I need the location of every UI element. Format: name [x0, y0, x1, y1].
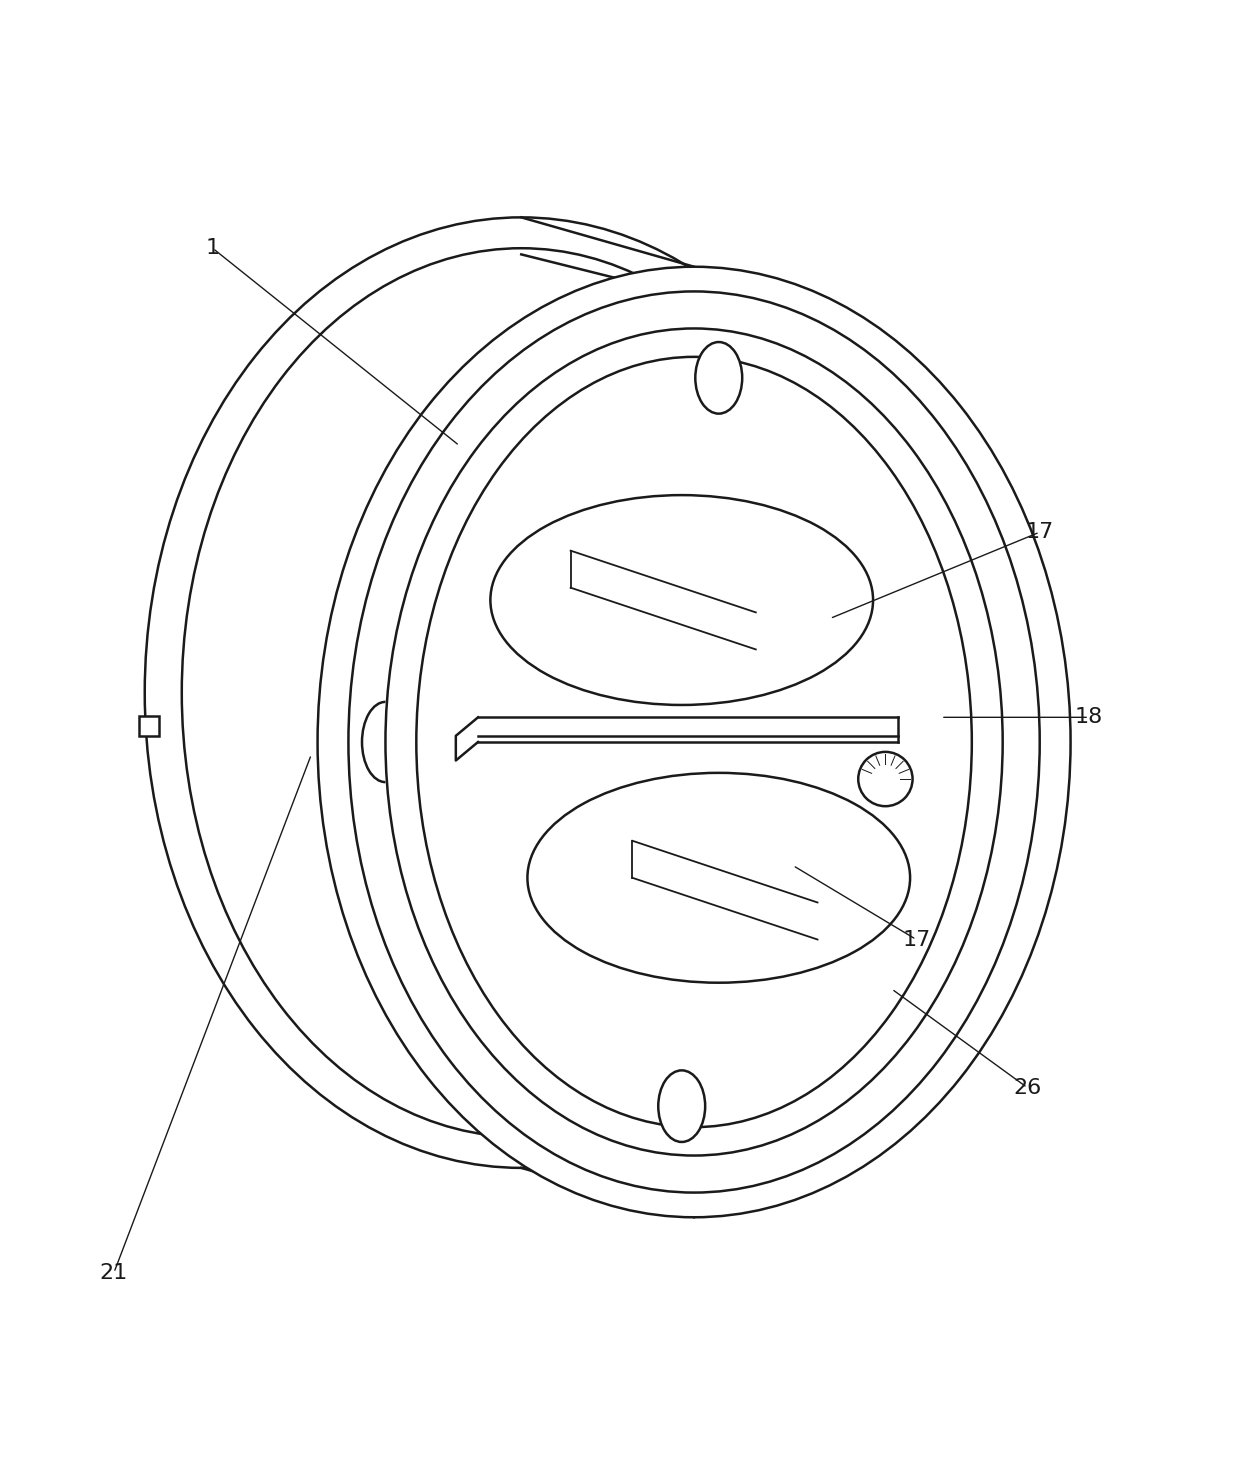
- Ellipse shape: [348, 291, 1039, 1193]
- Ellipse shape: [658, 1070, 706, 1143]
- Text: 21: 21: [99, 1263, 128, 1282]
- Text: 1: 1: [206, 239, 219, 258]
- Text: 26: 26: [1013, 1077, 1042, 1098]
- Ellipse shape: [858, 752, 913, 806]
- Ellipse shape: [386, 328, 1003, 1156]
- Ellipse shape: [490, 496, 873, 705]
- Ellipse shape: [145, 217, 898, 1168]
- Ellipse shape: [696, 341, 743, 414]
- Ellipse shape: [182, 248, 861, 1137]
- Polygon shape: [139, 717, 159, 736]
- Text: 17: 17: [903, 929, 930, 950]
- Text: 18: 18: [1075, 708, 1104, 727]
- Text: 17: 17: [1025, 522, 1054, 542]
- Ellipse shape: [417, 356, 972, 1128]
- Ellipse shape: [527, 773, 910, 982]
- Ellipse shape: [317, 267, 1070, 1217]
